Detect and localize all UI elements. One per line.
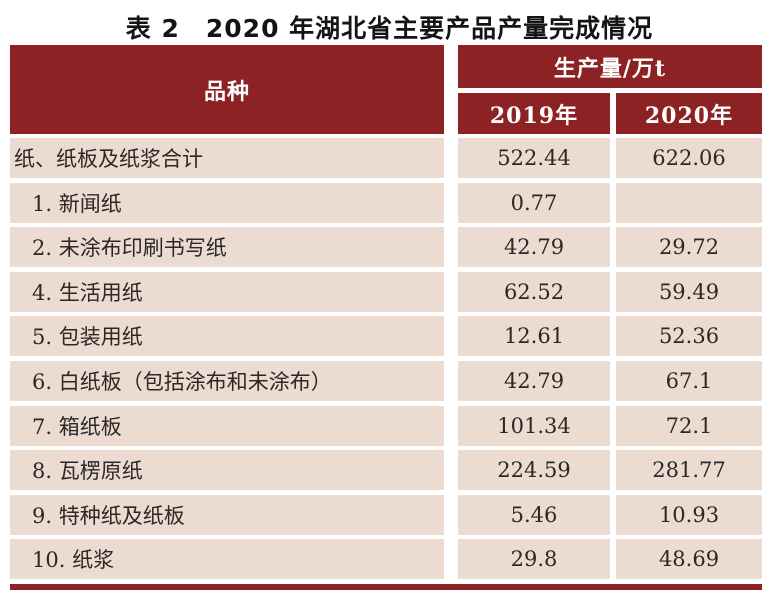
column-gap bbox=[444, 138, 458, 178]
table-body: 纸、纸板及纸浆合计 522.44 622.06 1. 新闻纸 0.77 2. 未… bbox=[10, 138, 762, 580]
table-row: 6. 白纸板（包括涂布和未涂布） 42.79 67.1 bbox=[10, 360, 762, 401]
column-gap bbox=[444, 183, 458, 223]
product-label: 8. 瓦楞原纸 bbox=[10, 450, 444, 491]
product-label: 9. 特种纸及纸板 bbox=[10, 494, 444, 535]
product-label: 6. 白纸板（包括涂布和未涂布） bbox=[10, 360, 444, 401]
header-product-column: 品种 bbox=[10, 45, 444, 134]
table-row: 9. 特种纸及纸板 5.46 10.93 bbox=[10, 494, 762, 535]
value-2019: 101.34 bbox=[458, 405, 610, 446]
value-2020: 67.1 bbox=[616, 360, 762, 401]
product-label: 7. 箱纸板 bbox=[10, 405, 444, 446]
table-caption: 表 2 2020 年湖北省主要产品产量完成情况 bbox=[125, 14, 654, 43]
table-row: 1. 新闻纸 0.77 bbox=[10, 182, 762, 223]
value-2019: 12.61 bbox=[458, 316, 610, 357]
column-gap bbox=[444, 406, 458, 446]
product-label: 4. 生活用纸 bbox=[10, 271, 444, 312]
value-2020: 10.93 bbox=[616, 494, 762, 535]
value-2019: 224.59 bbox=[458, 450, 610, 491]
value-2019: 0.77 bbox=[458, 182, 610, 223]
table-row: 2. 未涂布印刷书写纸 42.79 29.72 bbox=[10, 227, 762, 268]
product-label: 10. 纸浆 bbox=[10, 539, 444, 580]
value-2020: 52.36 bbox=[616, 316, 762, 357]
value-2019: 29.8 bbox=[458, 539, 610, 580]
product-label: 5. 包装用纸 bbox=[10, 316, 444, 357]
table-row: 7. 箱纸板 101.34 72.1 bbox=[10, 405, 762, 446]
value-2019: 5.46 bbox=[458, 494, 610, 535]
value-2019: 42.79 bbox=[458, 360, 610, 401]
column-gap bbox=[444, 495, 458, 535]
table-row: 纸、纸板及纸浆合计 522.44 622.06 bbox=[10, 138, 762, 178]
value-2020: 622.06 bbox=[616, 138, 762, 178]
value-2020: 59.49 bbox=[616, 271, 762, 312]
value-2020: 48.69 bbox=[616, 539, 762, 580]
table-row: 4. 生活用纸 62.52 59.49 bbox=[10, 271, 762, 312]
value-2020: 29.72 bbox=[616, 227, 762, 268]
header-production-unit: 生产量/万t bbox=[458, 45, 762, 88]
column-gap bbox=[444, 316, 458, 356]
production-table: 品种 生产量/万t 2019年 2020年 纸、纸板及纸浆合计 522.44 6… bbox=[10, 45, 762, 590]
table-row: 10. 纸浆 29.8 48.69 bbox=[10, 539, 762, 580]
value-2019: 62.52 bbox=[458, 271, 610, 312]
table-bottom-rule bbox=[10, 583, 762, 590]
header-year-2019: 2019年 bbox=[458, 93, 610, 134]
value-2020: 281.77 bbox=[616, 450, 762, 491]
table-header: 品种 生产量/万t 2019年 2020年 bbox=[10, 45, 762, 134]
table-row: 8. 瓦楞原纸 224.59 281.77 bbox=[10, 450, 762, 491]
product-label: 2. 未涂布印刷书写纸 bbox=[10, 227, 444, 268]
product-label: 纸、纸板及纸浆合计 bbox=[10, 138, 444, 178]
header-year-2020: 2020年 bbox=[616, 93, 762, 134]
column-gap bbox=[444, 227, 458, 267]
column-gap bbox=[444, 361, 458, 401]
value-2020: 72.1 bbox=[616, 405, 762, 446]
column-gap bbox=[444, 272, 458, 312]
column-gap bbox=[444, 450, 458, 490]
value-2019: 42.79 bbox=[458, 227, 610, 268]
value-2020 bbox=[616, 182, 762, 223]
product-label: 1. 新闻纸 bbox=[10, 182, 444, 223]
value-2019: 522.44 bbox=[458, 138, 610, 178]
column-gap bbox=[444, 539, 458, 579]
table-row: 5. 包装用纸 12.61 52.36 bbox=[10, 316, 762, 357]
